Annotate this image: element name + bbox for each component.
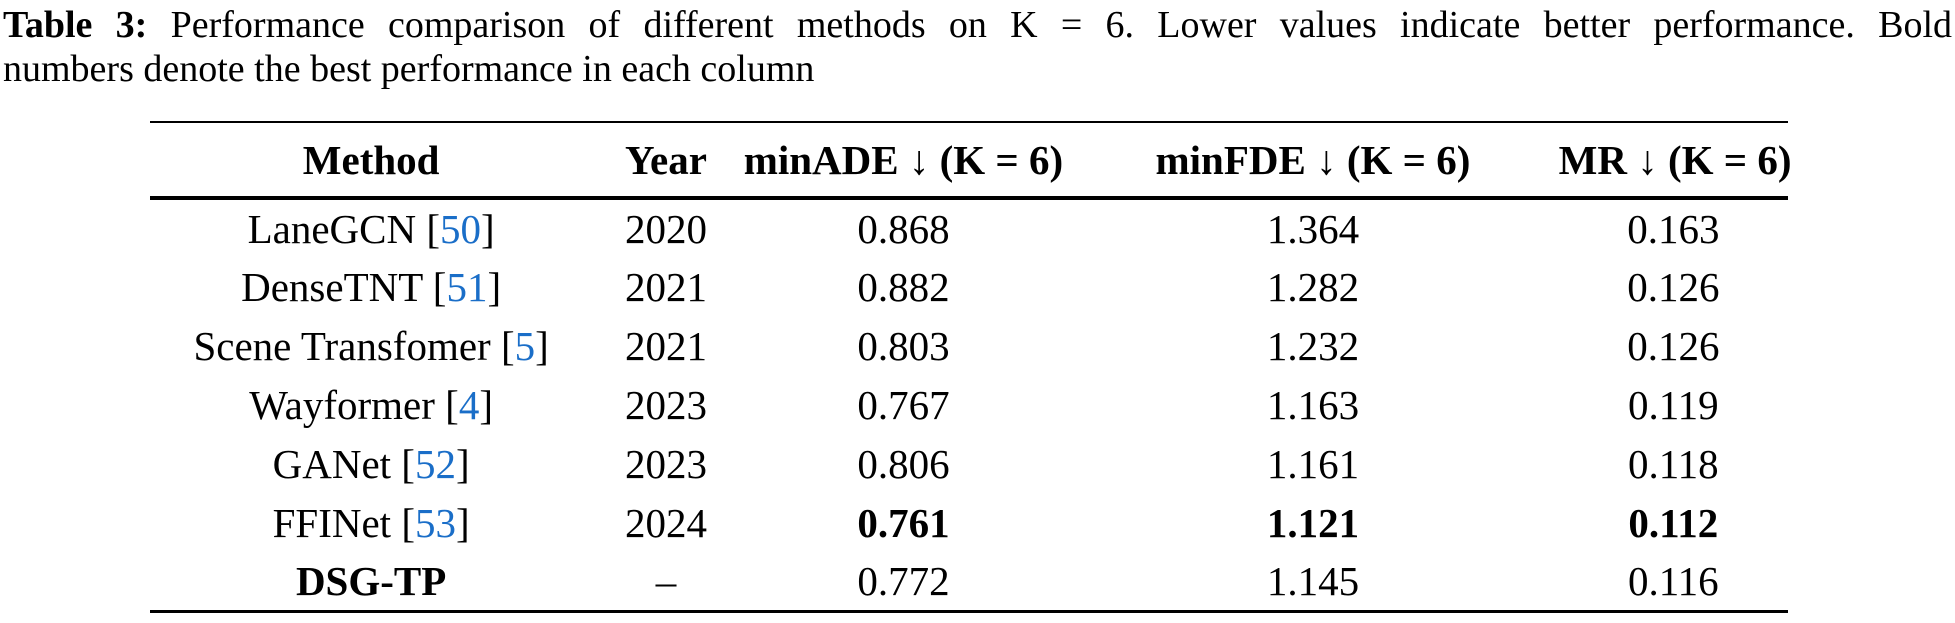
minade-cell: 0.767 (857, 381, 950, 428)
results-table: Method Year minADE ↓ (K = 6) minFDE ↓ (K… (150, 121, 1792, 613)
mr-cell: 0.163 (1627, 205, 1720, 252)
year-cell: 2020 (624, 205, 707, 252)
method-cell: Scene Transfomer [5] (150, 316, 592, 375)
citation-link[interactable]: 53 (414, 499, 456, 546)
citation-link[interactable]: 50 (440, 205, 481, 252)
method-cell: LaneGCN [50] (150, 198, 592, 257)
caption-line-1: Table 3: Performance comparison of diffe… (3, 3, 1952, 47)
table-header: Method Year minADE ↓ (K = 6) minFDE ↓ (K… (150, 122, 1792, 198)
caption-label: Table 3: (3, 4, 148, 46)
minade-cell: 0.803 (857, 322, 950, 369)
method-name: DenseTNT (241, 263, 423, 310)
citation-link[interactable]: 51 (446, 263, 488, 310)
year-cell: 2023 (624, 381, 707, 428)
column-header-minade: minADE ↓ (K = 6) (743, 136, 1064, 183)
minfde-cell: 1.163 (1266, 381, 1360, 428)
method-cell: GANet [52] (150, 434, 592, 493)
citation-bracket-close: ] (487, 263, 502, 310)
minade-cell: 0.772 (857, 557, 950, 604)
citation-link[interactable]: 4 (458, 381, 480, 428)
mr-cell: 0.126 (1627, 263, 1720, 310)
minfde-cell: 1.282 (1266, 263, 1360, 310)
column-header-mr: MR ↓ (K = 6) (1558, 136, 1792, 183)
method-name: GANet (272, 440, 392, 487)
year-cell: 2024 (624, 499, 707, 546)
method-name: Wayformer (249, 381, 435, 428)
method-cell: Wayformer [4] (150, 375, 592, 434)
table-row-ganet: GANet [52] 2023 0.806 1.161 0.118 (150, 434, 1788, 493)
minfde-cell-best: 1.121 (1266, 499, 1360, 546)
citation-bracket-open: [ (445, 381, 459, 428)
table-row-wayformer: Wayformer [4] 2023 0.767 1.163 0.119 (150, 375, 1788, 434)
mr-cell: 0.126 (1627, 322, 1720, 369)
column-header-year: Year (624, 136, 707, 183)
table-row-ffinet: FFINet [53] 2024 0.761 1.121 0.112 (150, 493, 1788, 552)
mr-cell: 0.116 (1627, 557, 1719, 604)
citation-link[interactable]: 5 (514, 322, 536, 369)
citation-bracket-close: ] (455, 440, 470, 487)
mr-cell-best: 0.112 (1628, 499, 1719, 546)
citation-bracket-open: [ (401, 440, 415, 487)
citation-bracket-open: [ (426, 205, 440, 252)
minade-cell: 0.806 (857, 440, 950, 487)
year-cell: – (655, 557, 677, 604)
table-body: LaneGCN [50] 2020 0.868 1.364 0.163 Dens… (150, 198, 1788, 611)
method-cell-ours: DSG-TP (295, 557, 447, 604)
year-cell: 2021 (624, 263, 707, 310)
minade-cell: 0.882 (857, 263, 950, 310)
year-cell: 2023 (624, 440, 707, 487)
minade-cell: 0.868 (857, 205, 950, 252)
citation-bracket-open: [ (432, 263, 447, 310)
column-header-method: Method (302, 136, 440, 183)
citation-bracket-open: [ (500, 322, 515, 369)
minfde-cell: 1.145 (1266, 557, 1360, 604)
mr-cell: 0.118 (1627, 440, 1719, 487)
caption-text-line1: Performance comparison of different meth… (170, 4, 1953, 46)
minfde-cell: 1.161 (1266, 440, 1360, 487)
caption-line-2: numbers denote the best performance in e… (3, 47, 1952, 91)
minfde-cell: 1.364 (1266, 205, 1360, 252)
year-cell: 2021 (624, 322, 707, 369)
method-cell: FFINet [53] (150, 493, 592, 552)
table-row-densetnt: DenseTNT [51] 2021 0.882 1.282 0.126 (150, 257, 1788, 316)
citation-link[interactable]: 52 (414, 440, 456, 487)
minfde-cell: 1.232 (1266, 322, 1360, 369)
table-row-dsg-tp: DSG-TP – 0.772 1.145 0.116 (150, 552, 1788, 611)
method-name: Scene Transfomer (193, 322, 491, 369)
citation-bracket-close: ] (481, 205, 495, 252)
table-caption: Table 3: Performance comparison of diffe… (0, 0, 1955, 91)
column-header-minfde: minFDE ↓ (K = 6) (1155, 136, 1471, 183)
minade-cell-best: 0.761 (857, 499, 950, 546)
table-row-scene-transfomer: Scene Transfomer [5] 2021 0.803 1.232 0.… (150, 316, 1788, 375)
caption-text-line2: numbers denote the best performance in e… (3, 48, 815, 90)
citation-bracket-close: ] (535, 322, 549, 369)
mr-cell: 0.119 (1627, 381, 1719, 428)
citation-bracket-open: [ (401, 499, 415, 546)
citation-bracket-close: ] (479, 381, 493, 428)
method-name: FFINet (272, 499, 392, 546)
header-row: Method Year minADE ↓ (K = 6) minFDE ↓ (K… (150, 122, 1792, 198)
citation-bracket-close: ] (455, 499, 470, 546)
table-row-lanegcn: LaneGCN [50] 2020 0.868 1.364 0.163 (150, 198, 1788, 257)
method-name: LaneGCN (247, 205, 417, 252)
method-cell: DenseTNT [51] (150, 257, 592, 316)
